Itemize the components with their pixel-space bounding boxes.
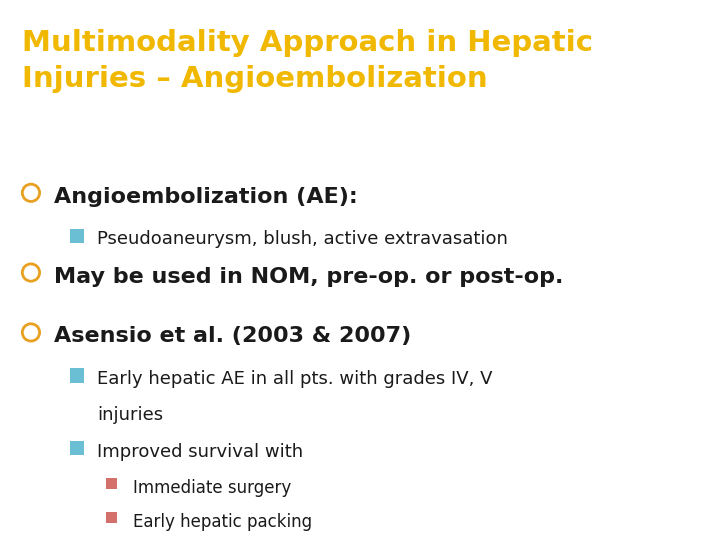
Text: Improved survival with: Improved survival with (97, 442, 303, 461)
Bar (70, 441, 84, 455)
Text: Pseudoaneurysm, blush, active extravasation: Pseudoaneurysm, blush, active extravasat… (97, 230, 508, 248)
Text: Angioembolization (AE):: Angioembolization (AE): (54, 187, 358, 207)
Text: Immediate surgery: Immediate surgery (133, 479, 292, 497)
Text: Asensio et al. (2003 & 2007): Asensio et al. (2003 & 2007) (54, 326, 411, 347)
Text: Early hepatic packing: Early hepatic packing (133, 513, 312, 531)
Bar (106, 511, 117, 523)
Bar (70, 229, 84, 243)
Text: Multimodality Approach in Hepatic
Injuries – Angioembolization: Multimodality Approach in Hepatic Injuri… (22, 29, 593, 93)
Text: May be used in NOM, pre-op. or post-op.: May be used in NOM, pre-op. or post-op. (54, 267, 563, 287)
Text: Early hepatic AE in all pts. with grades IV, V: Early hepatic AE in all pts. with grades… (97, 370, 492, 388)
Bar (106, 478, 117, 489)
Text: injuries: injuries (97, 406, 163, 424)
Bar (70, 368, 84, 383)
